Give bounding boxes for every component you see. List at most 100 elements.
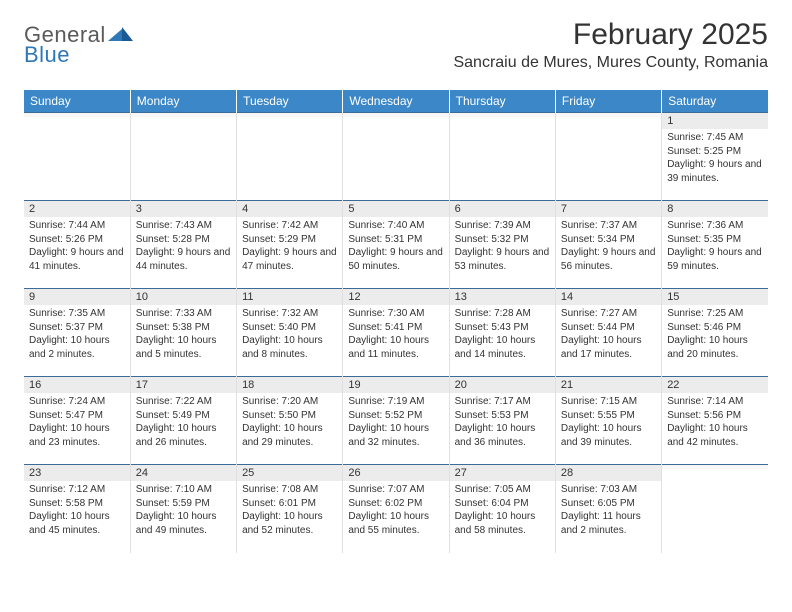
sunset-text: Sunset: 5:29 PM	[242, 233, 337, 247]
day-number	[343, 113, 448, 117]
day-number: 22	[662, 377, 768, 393]
day-number: 21	[556, 377, 661, 393]
daylight-text: Daylight: 10 hours and 8 minutes.	[242, 334, 337, 361]
sunrise-text: Sunrise: 7:36 AM	[667, 219, 763, 233]
sunrise-text: Sunrise: 7:39 AM	[455, 219, 550, 233]
sunset-text: Sunset: 5:53 PM	[455, 409, 550, 423]
sunset-text: Sunset: 5:31 PM	[348, 233, 443, 247]
sunrise-text: Sunrise: 7:22 AM	[136, 395, 231, 409]
sunrise-text: Sunrise: 7:19 AM	[348, 395, 443, 409]
col-friday: Friday	[555, 90, 661, 113]
daylight-text: Daylight: 9 hours and 44 minutes.	[136, 246, 231, 273]
day-data: Sunrise: 7:28 AMSunset: 5:43 PMDaylight:…	[450, 305, 555, 365]
sunset-text: Sunset: 5:25 PM	[667, 145, 763, 159]
day-number	[450, 113, 555, 117]
sunset-text: Sunset: 5:46 PM	[667, 321, 763, 335]
day-data: Sunrise: 7:10 AMSunset: 5:59 PMDaylight:…	[131, 481, 236, 541]
calendar-week-row: 16Sunrise: 7:24 AMSunset: 5:47 PMDayligh…	[24, 377, 768, 465]
col-sunday: Sunday	[24, 90, 130, 113]
daylight-text: Daylight: 10 hours and 45 minutes.	[29, 510, 125, 537]
daylight-text: Daylight: 10 hours and 39 minutes.	[561, 422, 656, 449]
day-data: Sunrise: 7:24 AMSunset: 5:47 PMDaylight:…	[24, 393, 130, 453]
daylight-text: Daylight: 10 hours and 42 minutes.	[667, 422, 763, 449]
col-thursday: Thursday	[449, 90, 555, 113]
day-data: Sunrise: 7:03 AMSunset: 6:05 PMDaylight:…	[556, 481, 661, 541]
calendar-cell: 15 Sunrise: 7:25 AMSunset: 5:46 PMDayligh…	[662, 289, 768, 377]
sunrise-text: Sunrise: 7:05 AM	[455, 483, 550, 497]
sunset-text: Sunset: 5:44 PM	[561, 321, 656, 335]
daylight-text: Daylight: 11 hours and 2 minutes.	[561, 510, 656, 537]
sunset-text: Sunset: 5:47 PM	[29, 409, 125, 423]
sunrise-text: Sunrise: 7:27 AM	[561, 307, 656, 321]
sunset-text: Sunset: 5:37 PM	[29, 321, 125, 335]
calendar-week-row: 2Sunrise: 7:44 AMSunset: 5:26 PMDaylight…	[24, 201, 768, 289]
day-number: 15	[662, 289, 768, 305]
sunrise-text: Sunrise: 7:17 AM	[455, 395, 550, 409]
day-number: 5	[343, 201, 448, 217]
daylight-text: Daylight: 9 hours and 47 minutes.	[242, 246, 337, 273]
col-monday: Monday	[130, 90, 236, 113]
sunrise-text: Sunrise: 7:37 AM	[561, 219, 656, 233]
day-number: 24	[131, 465, 236, 481]
day-data: Sunrise: 7:19 AMSunset: 5:52 PMDaylight:…	[343, 393, 448, 453]
day-data: Sunrise: 7:35 AMSunset: 5:37 PMDaylight:…	[24, 305, 130, 365]
day-number: 14	[556, 289, 661, 305]
sunset-text: Sunset: 5:26 PM	[29, 233, 125, 247]
calendar-cell: 28Sunrise: 7:03 AMSunset: 6:05 PMDayligh…	[555, 465, 661, 553]
sunrise-text: Sunrise: 7:25 AM	[667, 307, 763, 321]
sunrise-text: Sunrise: 7:40 AM	[348, 219, 443, 233]
day-number: 12	[343, 289, 448, 305]
daylight-text: Daylight: 9 hours and 59 minutes.	[667, 246, 763, 273]
calendar-cell	[555, 113, 661, 201]
sunrise-text: Sunrise: 7:45 AM	[667, 131, 763, 145]
day-number	[131, 113, 236, 117]
sunrise-text: Sunrise: 7:10 AM	[136, 483, 231, 497]
header: General February 2025 Sancraiu de Mures,…	[24, 18, 768, 72]
daylight-text: Daylight: 10 hours and 55 minutes.	[348, 510, 443, 537]
day-number: 27	[450, 465, 555, 481]
calendar-cell: 8Sunrise: 7:36 AMSunset: 5:35 PMDaylight…	[662, 201, 768, 289]
title-block: February 2025 Sancraiu de Mures, Mures C…	[453, 18, 768, 72]
day-data: Sunrise: 7:07 AMSunset: 6:02 PMDaylight:…	[343, 481, 448, 541]
calendar-cell	[662, 465, 768, 553]
day-number: 2	[24, 201, 130, 217]
day-data: Sunrise: 7:27 AMSunset: 5:44 PMDaylight:…	[556, 305, 661, 365]
sunset-text: Sunset: 5:41 PM	[348, 321, 443, 335]
sunset-text: Sunset: 5:32 PM	[455, 233, 550, 247]
calendar-week-row: 1Sunrise: 7:45 AMSunset: 5:25 PMDaylight…	[24, 113, 768, 201]
daylight-text: Daylight: 9 hours and 50 minutes.	[348, 246, 443, 273]
day-number: 18	[237, 377, 342, 393]
calendar-cell: 25Sunrise: 7:08 AMSunset: 6:01 PMDayligh…	[237, 465, 343, 553]
calendar-cell: 4Sunrise: 7:42 AMSunset: 5:29 PMDaylight…	[237, 201, 343, 289]
calendar-cell: 22Sunrise: 7:14 AMSunset: 5:56 PMDayligh…	[662, 377, 768, 465]
sunset-text: Sunset: 5:43 PM	[455, 321, 550, 335]
daylight-text: Daylight: 10 hours and 23 minutes.	[29, 422, 125, 449]
daylight-text: Daylight: 10 hours and 20 minutes.	[667, 334, 763, 361]
sunset-text: Sunset: 6:04 PM	[455, 497, 550, 511]
sunrise-text: Sunrise: 7:44 AM	[29, 219, 125, 233]
daylight-text: Daylight: 10 hours and 11 minutes.	[348, 334, 443, 361]
sunrise-text: Sunrise: 7:43 AM	[136, 219, 231, 233]
sunset-text: Sunset: 6:01 PM	[242, 497, 337, 511]
day-data: Sunrise: 7:44 AMSunset: 5:26 PMDaylight:…	[24, 217, 130, 277]
calendar-cell	[343, 113, 449, 201]
day-data: Sunrise: 7:37 AMSunset: 5:34 PMDaylight:…	[556, 217, 661, 277]
sunset-text: Sunset: 5:56 PM	[667, 409, 763, 423]
calendar-cell: 16Sunrise: 7:24 AMSunset: 5:47 PMDayligh…	[24, 377, 130, 465]
day-data: Sunrise: 7:36 AMSunset: 5:35 PMDaylight:…	[662, 217, 768, 277]
calendar-cell: 3Sunrise: 7:43 AMSunset: 5:28 PMDaylight…	[130, 201, 236, 289]
calendar-cell: 19Sunrise: 7:19 AMSunset: 5:52 PMDayligh…	[343, 377, 449, 465]
calendar-week-row: 9Sunrise: 7:35 AMSunset: 5:37 PMDaylight…	[24, 289, 768, 377]
day-number: 3	[131, 201, 236, 217]
sunrise-text: Sunrise: 7:15 AM	[561, 395, 656, 409]
day-data: Sunrise: 7:12 AMSunset: 5:58 PMDaylight:…	[24, 481, 130, 541]
calendar-table: Sunday Monday Tuesday Wednesday Thursday…	[24, 90, 768, 553]
day-data: Sunrise: 7:15 AMSunset: 5:55 PMDaylight:…	[556, 393, 661, 453]
day-number: 10	[131, 289, 236, 305]
day-number: 28	[556, 465, 661, 481]
day-number: 16	[24, 377, 130, 393]
day-number: 11	[237, 289, 342, 305]
calendar-cell: 13Sunrise: 7:28 AMSunset: 5:43 PMDayligh…	[449, 289, 555, 377]
day-number: 17	[131, 377, 236, 393]
day-number: 6	[450, 201, 555, 217]
